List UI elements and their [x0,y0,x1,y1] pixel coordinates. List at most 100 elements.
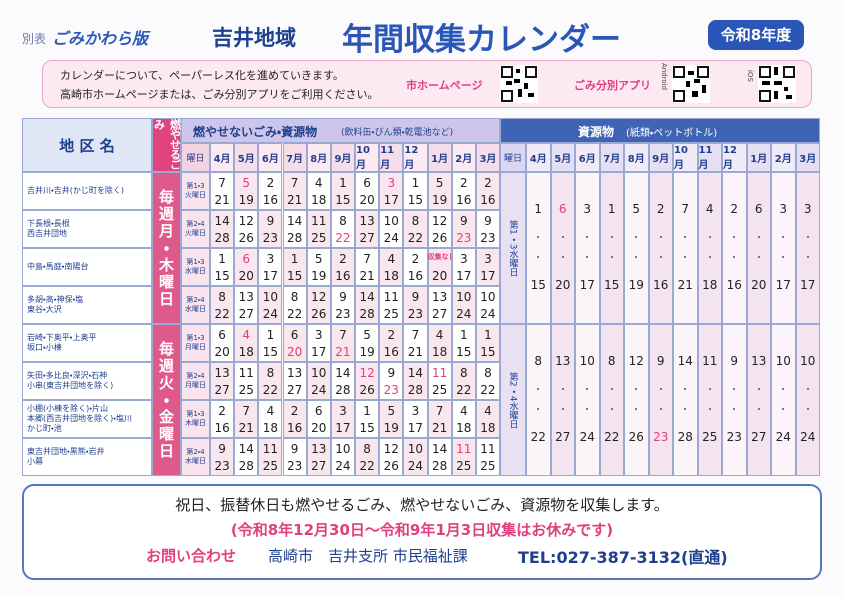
homepage-label: 市ホームページ [406,79,483,92]
date-cell [451,362,476,400]
collection-date: 24 [456,307,472,321]
date-cell [403,172,428,210]
dot [610,408,613,410]
collection-date: 18 [262,421,279,435]
recycle-date: 22 [604,430,620,444]
collection-date: 4 [314,176,323,190]
dot [733,236,736,238]
date-cell [234,438,259,476]
collection-date: 23 [286,459,303,473]
recycle-cell [624,324,649,476]
area-cell: 下長根・長根 西吉井団地 [22,210,152,248]
date-cell [451,172,476,210]
month-header: 8月 [624,143,649,172]
date-cell [234,362,259,400]
area-line: 小幕 [27,457,43,466]
dot [806,236,809,238]
collection-date: 27 [214,383,230,397]
dot [586,256,589,258]
recycle-cell [550,324,575,476]
date-cell [282,286,307,324]
date-cell [403,324,428,362]
collection-date: 25 [311,231,327,245]
dot [708,256,711,258]
month-header: 9月 [330,143,355,172]
dot [537,388,540,390]
area-line: 小棚(小棟を除く)・片山 [27,404,108,413]
dot [757,236,760,238]
recycle-cell [575,172,600,324]
dot [733,388,736,390]
day-header: 曜日 [181,143,210,172]
date-cell [427,286,452,324]
recycle-date: 9 [730,354,739,368]
footer-holiday: (令和8年12月30日〜令和9年1月3日収集はお休みです) [230,521,614,539]
dot [782,408,785,410]
collection-date: 21 [286,193,303,207]
month-header: 3月 [475,143,501,172]
dot [610,256,613,258]
collection-date: 18 [383,269,399,283]
collection-date: 2 [387,328,396,342]
recycle-date: 10 [579,354,595,368]
dot [708,388,711,390]
collection-date: 8 [218,290,226,304]
dot [684,256,687,258]
collection-date: 24 [383,231,399,245]
footer-line: 祝日、振替休日も燃やせるごみ、燃やせないごみ、資源物を収集します。 [175,496,669,514]
recycle-cell [599,324,624,476]
collection-date: 17 [456,269,472,283]
dot [733,408,736,410]
area-name: 吉井地域 [212,26,296,50]
recycle-cell [771,324,796,476]
recycle-day: 第1・3水曜日 [500,172,526,324]
date-cell [355,438,380,476]
collection-day: 第1・3火曜日 [181,172,210,210]
collection-date: 12 [238,214,254,228]
recycle-date: 3 [779,202,788,216]
date-cell [282,400,307,438]
date-cell [475,438,501,476]
date-cell [403,362,428,400]
dot [684,408,687,410]
collection-date: 28 [238,459,254,473]
collection-date: 16 [407,269,424,283]
collection-date: 21 [238,421,254,435]
recycle-cell [746,172,771,324]
collection-date: 21 [431,421,448,435]
recycle-date: 15 [604,278,620,292]
collection-date: 20 [286,345,303,359]
dot [586,236,589,238]
dot [659,408,662,410]
month-header: 8月 [306,143,331,172]
date-cell [355,286,380,324]
collection-date: 18 [480,421,496,435]
month-header: 11月 [379,143,404,172]
dot [659,236,662,238]
dot [782,388,785,390]
month-header: 3月 [795,143,820,172]
date-cell [427,248,452,286]
area-line: 坂口・小棟 [27,343,62,352]
recycle-date: 15 [530,278,546,292]
recycle-cell [697,324,722,476]
ios-label: iOS [746,70,754,82]
date-cell [210,324,235,362]
date-cell [355,172,380,210]
date-cell [355,248,380,286]
day-header: 曜日 [500,143,526,172]
collection-date: 3 [339,404,347,418]
dot [610,236,613,238]
collection-date: 16 [262,193,279,207]
recycle-date: 24 [579,430,595,444]
date-cell [427,400,452,438]
collection-date: 11 [431,366,448,380]
contact-label: お問い合わせ [146,547,237,565]
date-cell [210,210,235,248]
collection-date: 5 [242,176,251,190]
recycle-cell [722,324,747,476]
collection-date: 3 [459,252,468,266]
contact-tel: TEL:027-387-3132(直通) [518,548,728,567]
collection-date: 22 [286,307,303,321]
date-cell [282,324,307,362]
